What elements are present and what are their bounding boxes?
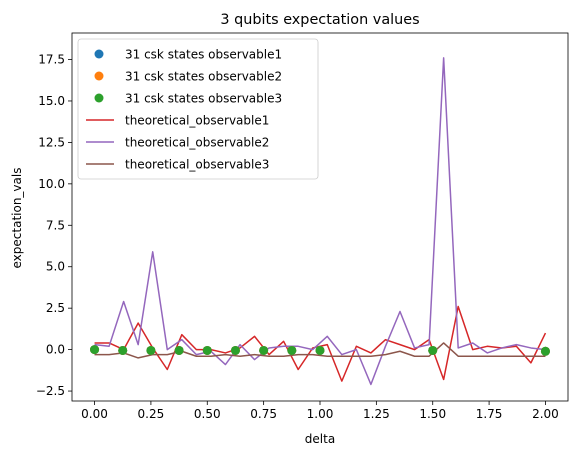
x-tick-label: 0.25 — [138, 407, 165, 421]
scatter-point-series-3 — [541, 347, 550, 356]
y-tick-label: 15.0 — [38, 94, 65, 108]
y-tick-label: −2.5 — [36, 384, 65, 398]
scatter-point-series-3 — [90, 345, 99, 354]
scatter-point-series-3 — [175, 346, 184, 355]
scatter-point-series-3 — [146, 346, 155, 355]
y-tick-label: 2.5 — [46, 301, 65, 315]
y-tick-label: 12.5 — [38, 135, 65, 149]
legend-marker — [95, 94, 104, 103]
legend-label: theoretical_observable2 — [125, 136, 269, 150]
x-tick-label: 1.75 — [476, 407, 503, 421]
y-tick-label: 5.0 — [46, 260, 65, 274]
legend-label: 31 csk states observable3 — [125, 92, 282, 106]
scatter-point-series-3 — [287, 346, 296, 355]
scatter-point-series-3 — [316, 346, 325, 355]
y-tick-label: 10.0 — [38, 177, 65, 191]
legend-marker — [95, 72, 104, 81]
x-tick-label: 0.00 — [81, 407, 108, 421]
legend-label: 31 csk states observable1 — [125, 48, 282, 62]
legend-marker — [95, 50, 104, 59]
y-tick-label: 0.0 — [46, 343, 65, 357]
legend-label: 31 csk states observable2 — [125, 70, 282, 84]
scatter-point-series-3 — [259, 346, 268, 355]
scatter-point-series-3 — [203, 346, 212, 355]
x-tick-label: 0.50 — [194, 407, 221, 421]
x-tick-label: 0.75 — [250, 407, 277, 421]
legend: 31 csk states observable1 31 csk states o… — [78, 39, 318, 179]
x-axis-label: delta — [305, 432, 335, 446]
x-tick-label: 2.00 — [532, 407, 559, 421]
legend-label: theoretical_observable1 — [125, 114, 269, 128]
y-tick-label: 7.5 — [46, 218, 65, 232]
chart-title: 3 qubits expectation values — [220, 12, 419, 28]
x-tick-label: 1.25 — [363, 407, 390, 421]
legend-label: theoretical_observable3 — [125, 158, 269, 172]
x-tick-label: 1.00 — [307, 407, 334, 421]
y-tick-label: 17.5 — [38, 53, 65, 67]
x-tick-label: 1.50 — [419, 407, 446, 421]
scatter-point-series-3 — [231, 346, 240, 355]
scatter-point-series-3 — [428, 346, 437, 355]
y-axis-label: expectation_vals — [10, 168, 24, 269]
scatter-point-series-3 — [118, 346, 127, 355]
